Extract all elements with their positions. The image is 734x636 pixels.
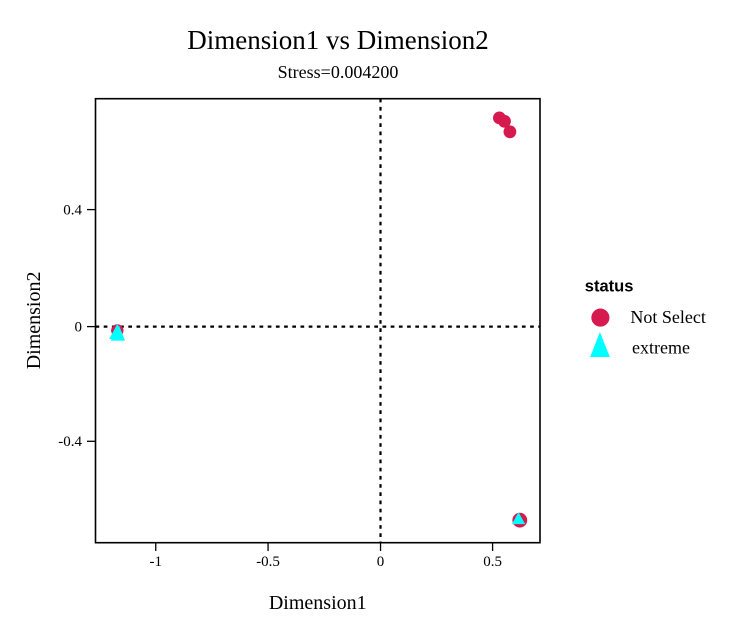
svg-text:Dimension1: Dimension1 — [269, 592, 367, 614]
svg-text:-1: -1 — [150, 554, 163, 570]
svg-text:status: status — [585, 278, 634, 296]
svg-text:-0.5: -0.5 — [256, 554, 280, 570]
svg-text:0.5: 0.5 — [483, 554, 502, 570]
svg-text:Not Select: Not Select — [630, 307, 705, 327]
svg-text:Dimension2: Dimension2 — [23, 272, 45, 370]
svg-text:-0.4: -0.4 — [58, 434, 82, 450]
svg-text:0: 0 — [75, 320, 83, 336]
svg-text:extreme: extreme — [632, 338, 690, 358]
svg-text:0: 0 — [377, 554, 385, 570]
svg-text:0.4: 0.4 — [63, 203, 82, 219]
